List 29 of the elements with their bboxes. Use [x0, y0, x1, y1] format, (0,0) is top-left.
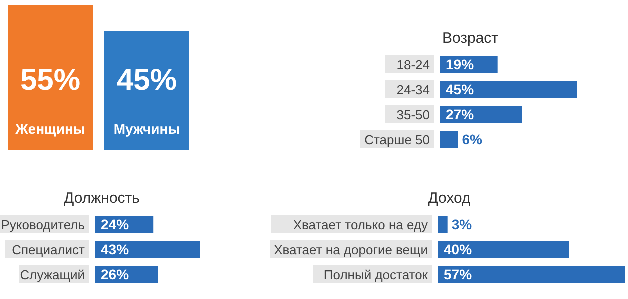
y-tick-label: Служащий: [20, 268, 85, 282]
bar: [440, 81, 577, 98]
data-label: 19%: [446, 56, 475, 72]
data-label: 40%: [444, 242, 473, 258]
x-tick-label: Мужчины: [114, 121, 180, 137]
bar: [440, 131, 458, 148]
chart-title: Доход: [427, 190, 472, 209]
data-label: 57%: [444, 266, 473, 282]
x-tick-label: Женщины: [14, 121, 86, 137]
data-label: 24%: [101, 216, 130, 232]
y-tick-label: Старше 50: [364, 132, 430, 148]
y-tick-label: Руководитель: [1, 218, 86, 232]
y-tick-label: Хватает на дорогие вещи: [274, 242, 428, 258]
data-label: 6%: [462, 132, 484, 148]
y-tick-label: 24-34: [396, 82, 430, 98]
chart-title: Должность: [63, 190, 141, 209]
data-label: 3%: [452, 216, 473, 232]
y-tick-label: Полный достаток: [324, 268, 428, 282]
data-label: 27%: [446, 106, 475, 122]
chart-title: Возраст: [441, 30, 500, 49]
data-label: 45%: [446, 82, 475, 98]
y-tick-label: 35-50: [396, 108, 430, 122]
y-tick-label: Специалист: [12, 242, 86, 258]
data-label: 26%: [101, 266, 130, 282]
data-label: 55%: [20, 64, 81, 97]
y-tick-label: 18-24: [396, 58, 430, 72]
data-label: 43%: [101, 242, 130, 258]
data-label: 45%: [116, 64, 178, 97]
y-tick-label: Хватает только на еду: [293, 218, 428, 232]
